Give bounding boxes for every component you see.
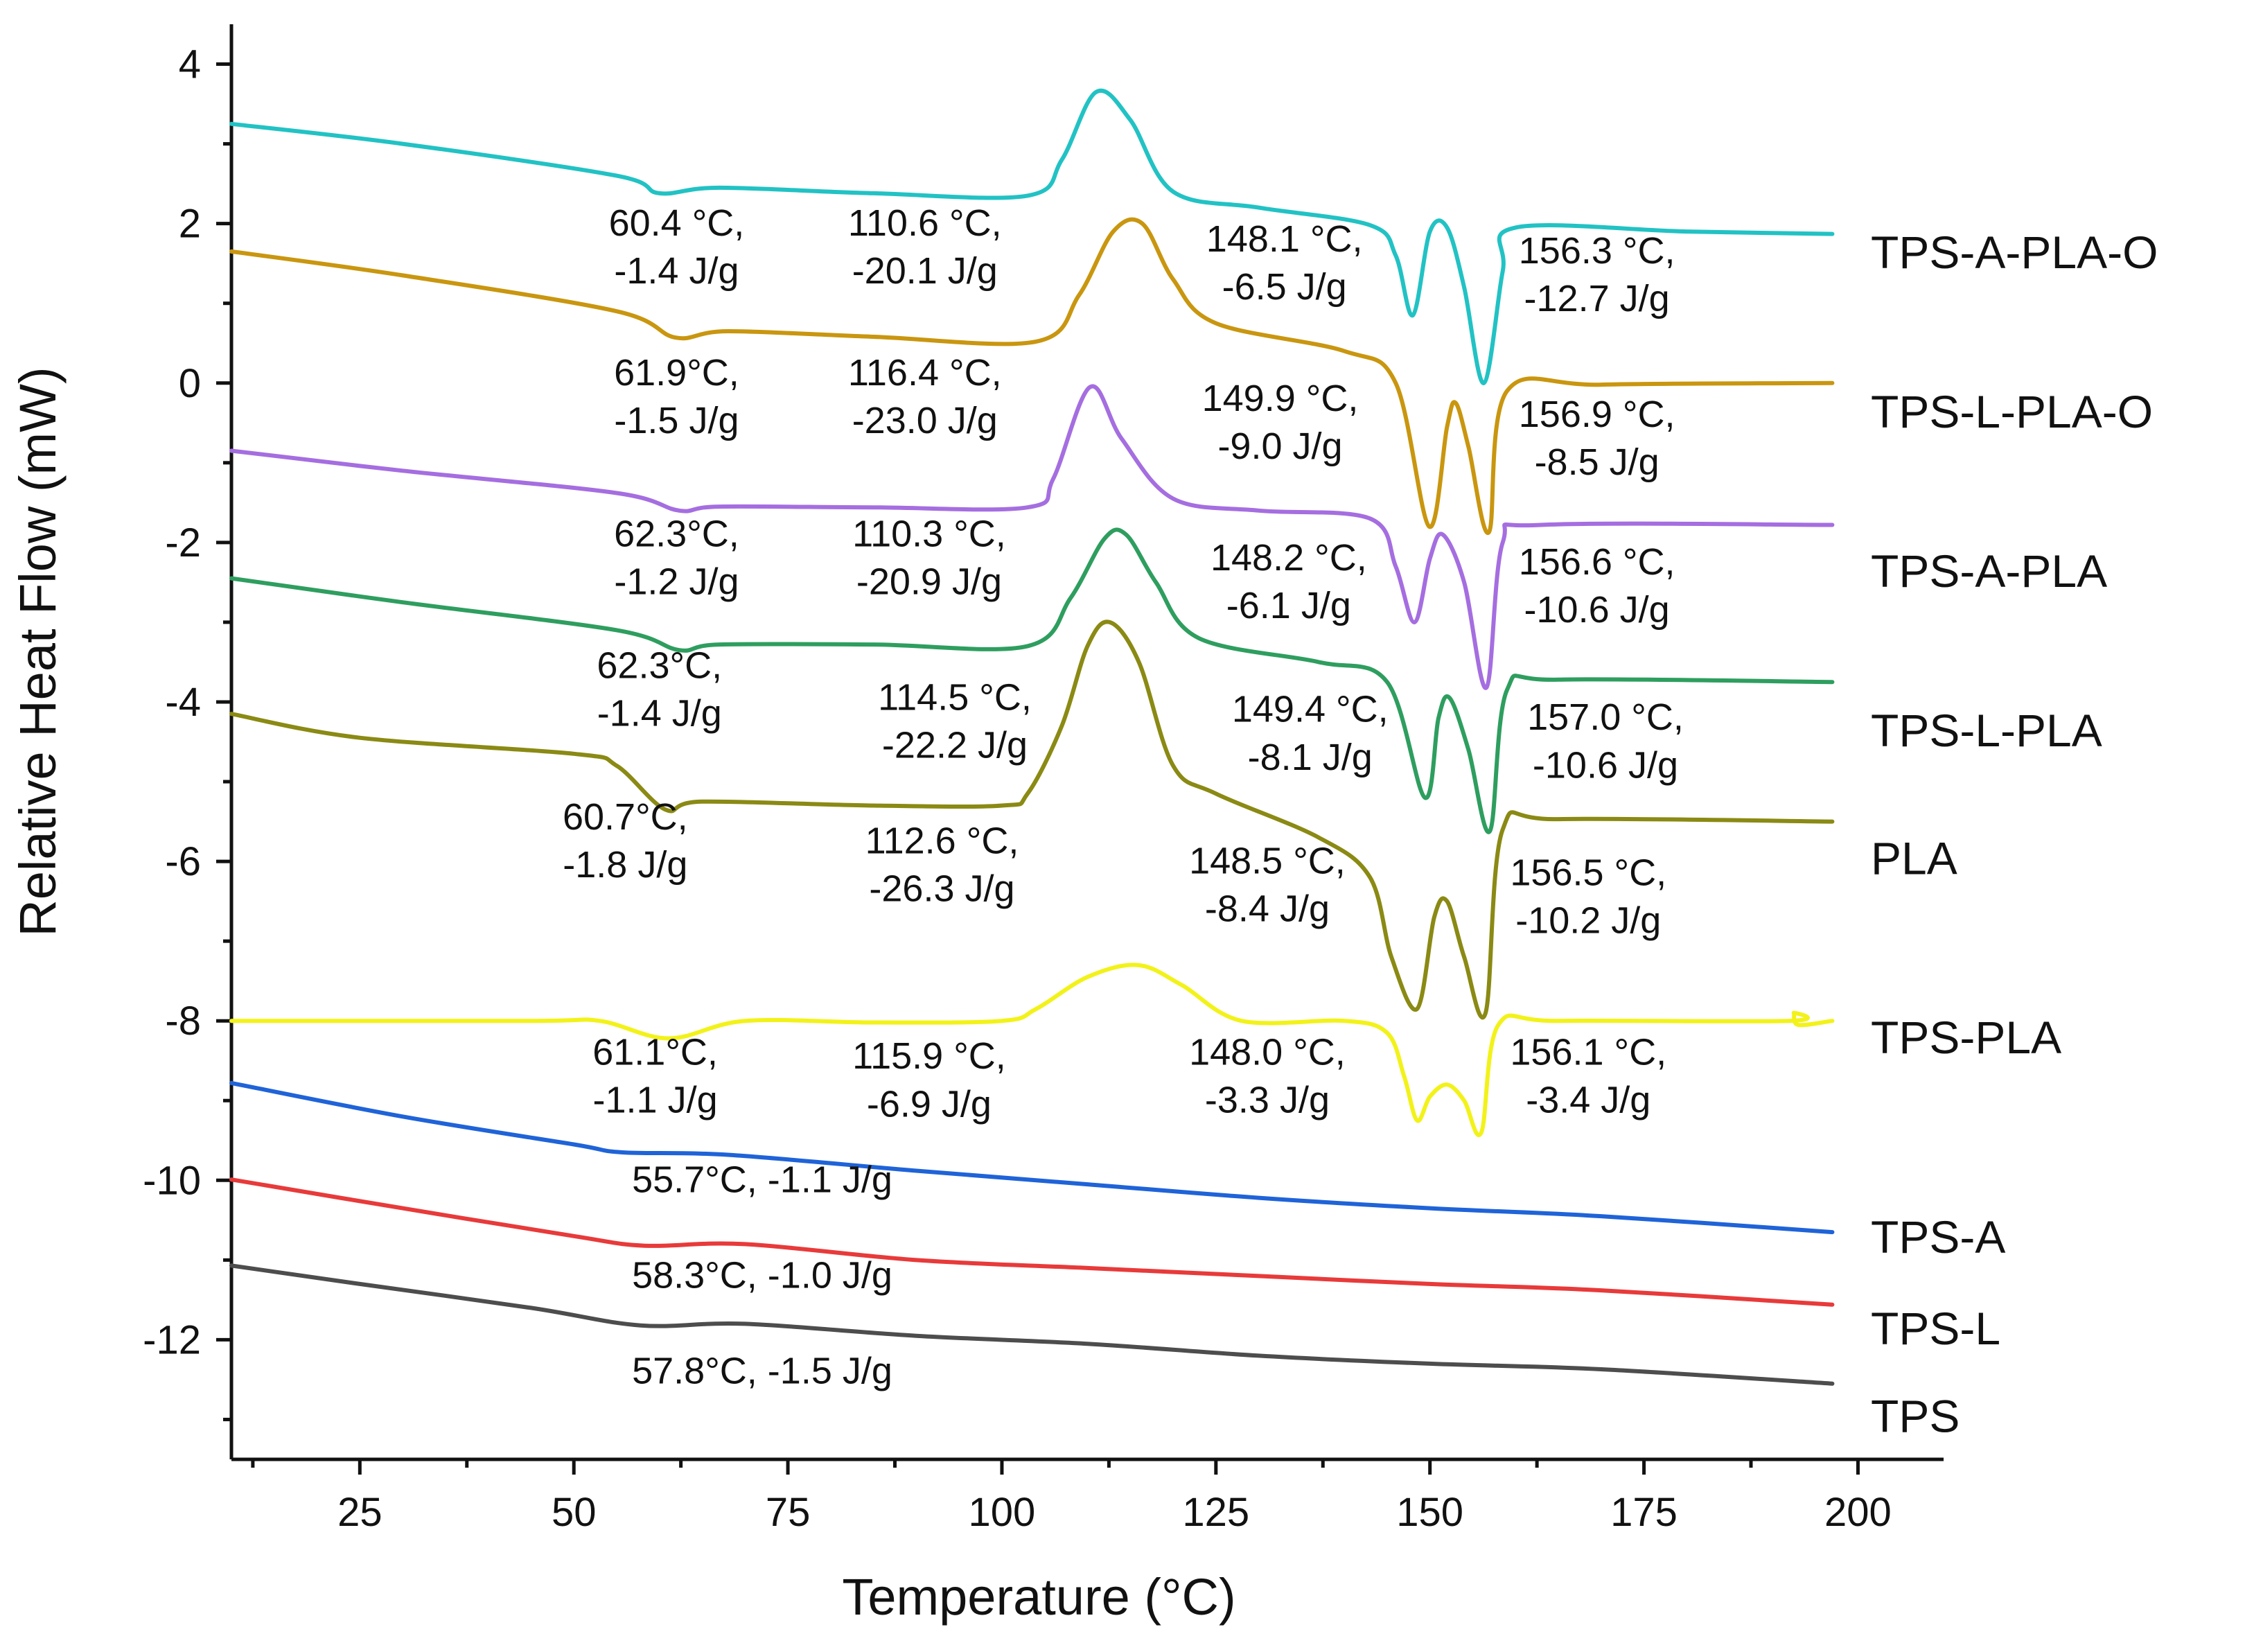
series-label: TPS-L bbox=[1871, 1303, 2000, 1354]
peak-annotation: 157.0 °C, bbox=[1527, 696, 1684, 738]
peak-annotation: 110.3 °C, bbox=[852, 513, 1006, 555]
peak-annotation: 116.4 °C, bbox=[848, 352, 1002, 394]
peak-annotation: -1.2 J/g bbox=[614, 561, 739, 603]
x-ticks: 25 50 75 100 125 150 175 200 bbox=[251, 1459, 1892, 1535]
series-line-tps-a-pla bbox=[229, 384, 1835, 690]
series-curves bbox=[229, 88, 1835, 1386]
series-line-tps-pla bbox=[229, 963, 1835, 1137]
peak-annotation: 148.0 °C, bbox=[1189, 1031, 1346, 1073]
peak-annotation: 148.1 °C, bbox=[1206, 218, 1363, 260]
peak-annotation: 156.9 °C, bbox=[1519, 394, 1675, 435]
series-label: TPS bbox=[1871, 1391, 1960, 1442]
series-line-tps-l bbox=[229, 1177, 1835, 1307]
x-tick-label: 100 bbox=[969, 1490, 1036, 1535]
series-labels: TPS-A-PLA-O TPS-L-PLA-O TPS-A-PLA TPS-L-PLA… bbox=[1871, 227, 2158, 1442]
series-label: TPS-A bbox=[1871, 1211, 2005, 1263]
peak-annotation: -12.7 J/g bbox=[1524, 278, 1670, 319]
peak-annotation: -6.9 J/g bbox=[867, 1083, 992, 1125]
series-line-tps-a bbox=[229, 1080, 1835, 1235]
axes: 25 50 75 100 125 150 175 200 4 2 0 -2 -4 -6 -8 -10 -12 bbox=[143, 24, 1944, 1535]
peak-annotation: 115.9 °C, bbox=[852, 1035, 1006, 1077]
series-line-tps bbox=[229, 1263, 1835, 1386]
annotations: 60.4 °C, -1.4 J/g 110.6 °C, -20.1 J/g 148.1 … bbox=[563, 202, 1684, 1392]
peak-annotation: 112.6 °C, bbox=[865, 820, 1019, 862]
peak-annotation: -6.1 J/g bbox=[1226, 585, 1351, 626]
peak-annotation: 156.3 °C, bbox=[1519, 230, 1675, 272]
series-label: TPS-PLA bbox=[1871, 1012, 2061, 1063]
series-label: TPS-A-PLA bbox=[1871, 545, 2107, 597]
x-axis-title: Temperature (°C) bbox=[842, 1568, 1235, 1626]
x-tick-label: 125 bbox=[1182, 1490, 1249, 1535]
peak-annotation: 60.7°C, bbox=[563, 796, 688, 838]
peak-annotation: -1.4 J/g bbox=[597, 692, 722, 734]
peak-annotation: 62.3°C, bbox=[597, 644, 722, 686]
y-tick-label: -8 bbox=[165, 999, 201, 1044]
series-label: TPS-L-PLA-O bbox=[1871, 386, 2153, 437]
peak-annotation: 61.1°C, bbox=[592, 1031, 718, 1073]
peak-annotation: -8.5 J/g bbox=[1535, 441, 1659, 483]
peak-annotation: -6.5 J/g bbox=[1222, 266, 1347, 308]
y-axis-title: Relative Heat Flow (mW) bbox=[9, 367, 67, 936]
y-tick-label: -4 bbox=[165, 680, 201, 725]
peak-annotation: 156.5 °C, bbox=[1510, 852, 1666, 894]
peak-annotation: 149.9 °C, bbox=[1202, 378, 1359, 419]
x-tick-label: 50 bbox=[552, 1490, 597, 1535]
peak-annotation: -1.1 J/g bbox=[593, 1080, 718, 1121]
peak-annotation: -22.2 J/g bbox=[882, 725, 1028, 766]
peak-annotation: -8.1 J/g bbox=[1248, 737, 1373, 778]
peak-annotation: -1.4 J/g bbox=[614, 250, 739, 292]
y-tick-label: -6 bbox=[165, 839, 201, 884]
peak-annotation: 58.3°C, -1.0 J/g bbox=[632, 1255, 892, 1297]
peak-annotation: 55.7°C, -1.1 J/g bbox=[632, 1159, 892, 1201]
peak-annotation: -20.9 J/g bbox=[856, 561, 1002, 603]
peak-annotation: -9.0 J/g bbox=[1217, 425, 1342, 467]
y-tick-label: 4 bbox=[179, 42, 201, 87]
series-line-tps-l-pla bbox=[229, 527, 1835, 834]
y-tick-label: 0 bbox=[179, 361, 201, 406]
peak-annotation: 60.4 °C, bbox=[609, 202, 745, 244]
peak-annotation: -8.4 J/g bbox=[1205, 888, 1330, 929]
peak-annotation: 61.9°C, bbox=[614, 352, 739, 394]
series-line-tps-a-pla-o bbox=[229, 88, 1835, 385]
peak-annotation: 110.6 °C, bbox=[848, 202, 1002, 244]
y-tick-label: -2 bbox=[165, 520, 201, 565]
peak-annotation: -1.5 J/g bbox=[614, 400, 739, 441]
peak-annotation: 148.5 °C, bbox=[1189, 840, 1346, 881]
y-tick-label: -12 bbox=[143, 1317, 201, 1362]
peak-annotation: 62.3°C, bbox=[614, 513, 739, 555]
peak-annotation: -10.6 J/g bbox=[1533, 744, 1678, 786]
y-tick-label: -10 bbox=[143, 1158, 201, 1203]
peak-annotation: 148.2 °C, bbox=[1210, 537, 1367, 579]
peak-annotation: 149.4 °C, bbox=[1232, 689, 1389, 730]
peak-annotation: 156.1 °C, bbox=[1510, 1031, 1666, 1073]
peak-annotation: -3.4 J/g bbox=[1526, 1080, 1650, 1121]
series-line-tps-l-pla-o bbox=[229, 217, 1835, 535]
x-tick-label: 150 bbox=[1396, 1490, 1463, 1535]
x-tick-label: 75 bbox=[766, 1490, 811, 1535]
peak-annotation: 57.8°C, -1.5 J/g bbox=[632, 1351, 892, 1392]
peak-annotation: -10.6 J/g bbox=[1524, 589, 1670, 631]
peak-annotation: 114.5 °C, bbox=[878, 676, 1032, 718]
peak-annotation: -10.2 J/g bbox=[1515, 900, 1661, 942]
series-label: TPS-L-PLA bbox=[1871, 705, 2102, 756]
peak-annotation: -3.3 J/g bbox=[1205, 1080, 1330, 1121]
series-label: TPS-A-PLA-O bbox=[1871, 227, 2158, 278]
peak-annotation: 156.6 °C, bbox=[1519, 541, 1675, 583]
x-tick-label: 175 bbox=[1610, 1490, 1678, 1535]
peak-annotation: -20.1 J/g bbox=[852, 250, 998, 292]
x-tick-label: 25 bbox=[337, 1490, 382, 1535]
peak-annotation: -26.3 J/g bbox=[869, 868, 1014, 910]
peak-annotation: -23.0 J/g bbox=[852, 400, 998, 441]
peak-annotation: -1.8 J/g bbox=[563, 844, 687, 886]
y-ticks: 4 2 0 -2 -4 -6 -8 -10 -12 bbox=[143, 42, 231, 1421]
series-label: PLA bbox=[1871, 832, 1957, 884]
x-tick-label: 200 bbox=[1824, 1490, 1892, 1535]
series-line-pla bbox=[229, 620, 1835, 1020]
y-tick-label: 2 bbox=[179, 202, 201, 247]
